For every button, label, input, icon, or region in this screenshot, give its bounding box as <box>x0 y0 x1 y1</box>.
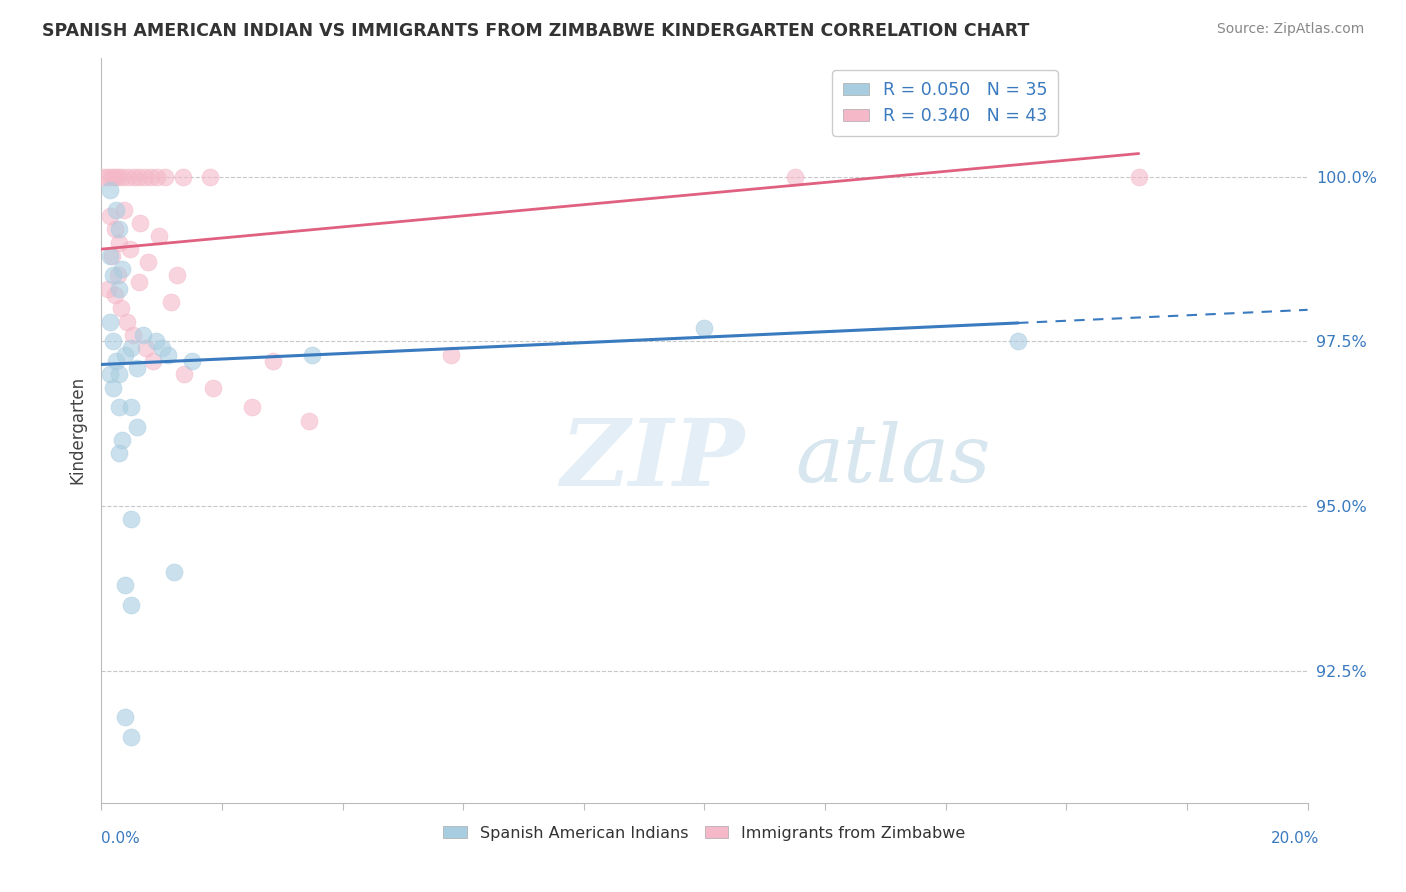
Point <box>159 294 181 309</box>
Point <box>173 368 195 382</box>
Point <box>98 249 121 263</box>
Point <box>240 401 263 415</box>
Point <box>115 315 138 329</box>
Point <box>108 401 131 415</box>
Point <box>150 341 173 355</box>
Point <box>132 327 155 342</box>
Point <box>141 354 163 368</box>
Point <box>103 169 125 184</box>
Point <box>783 169 806 184</box>
Point <box>198 169 221 184</box>
Text: 0.0%: 0.0% <box>101 831 141 847</box>
Point <box>108 282 131 296</box>
Point <box>201 380 224 394</box>
Text: 20.0%: 20.0% <box>1271 831 1319 847</box>
Text: Source: ZipAtlas.com: Source: ZipAtlas.com <box>1216 22 1364 37</box>
Point <box>98 315 121 329</box>
Text: ZIP: ZIP <box>560 415 744 505</box>
Point <box>111 434 134 448</box>
Point <box>153 169 176 184</box>
Text: atlas: atlas <box>794 421 990 499</box>
Point <box>117 169 139 184</box>
Point <box>110 301 132 316</box>
Point <box>101 249 124 263</box>
Point <box>98 209 121 223</box>
Point <box>121 327 143 342</box>
Point <box>139 169 162 184</box>
Point <box>156 348 179 362</box>
Point <box>172 169 194 184</box>
Point <box>166 268 188 283</box>
Point <box>107 169 129 184</box>
Point <box>127 420 149 434</box>
Point <box>108 368 131 382</box>
Point <box>134 169 156 184</box>
Point <box>111 261 134 276</box>
Point <box>1128 169 1150 184</box>
Point <box>148 229 170 244</box>
Point <box>1007 334 1029 349</box>
Point <box>107 268 129 283</box>
Point <box>98 183 121 197</box>
Point <box>93 169 115 184</box>
Point <box>120 401 142 415</box>
Point <box>162 565 184 579</box>
Point <box>98 368 121 382</box>
Point <box>693 321 716 335</box>
Point <box>114 710 136 724</box>
Point <box>124 169 146 184</box>
Point <box>128 169 150 184</box>
Point <box>108 222 131 236</box>
Point <box>112 202 135 217</box>
Point <box>129 216 152 230</box>
Point <box>114 348 136 362</box>
Text: SPANISH AMERICAN INDIAN VS IMMIGRANTS FROM ZIMBABWE KINDERGARTEN CORRELATION CHA: SPANISH AMERICAN INDIAN VS IMMIGRANTS FR… <box>42 22 1029 40</box>
Point <box>120 598 142 612</box>
Point <box>298 413 321 427</box>
Point <box>120 730 142 744</box>
Point <box>103 334 125 349</box>
Point <box>114 578 136 592</box>
Point <box>136 255 159 269</box>
Point <box>103 288 125 302</box>
Point <box>108 446 131 460</box>
Point <box>145 334 167 349</box>
Point <box>111 169 134 184</box>
Point <box>103 380 125 394</box>
Point <box>135 341 157 355</box>
Point <box>127 360 149 375</box>
Point <box>105 202 128 217</box>
Point <box>101 169 124 184</box>
Point <box>440 348 463 362</box>
Legend: Spanish American Indians, Immigrants from Zimbabwe: Spanish American Indians, Immigrants fro… <box>437 819 972 847</box>
Point <box>103 222 125 236</box>
Point <box>105 354 128 368</box>
Point <box>301 348 323 362</box>
Point <box>120 341 142 355</box>
Point <box>108 235 131 250</box>
Point <box>103 268 125 283</box>
Point <box>120 512 142 526</box>
Point <box>97 169 120 184</box>
Point <box>145 169 167 184</box>
Point <box>262 354 284 368</box>
Point <box>97 282 120 296</box>
Point <box>120 242 142 256</box>
Point <box>180 354 202 368</box>
Point <box>128 275 150 289</box>
Y-axis label: Kindergarten: Kindergarten <box>69 376 87 484</box>
